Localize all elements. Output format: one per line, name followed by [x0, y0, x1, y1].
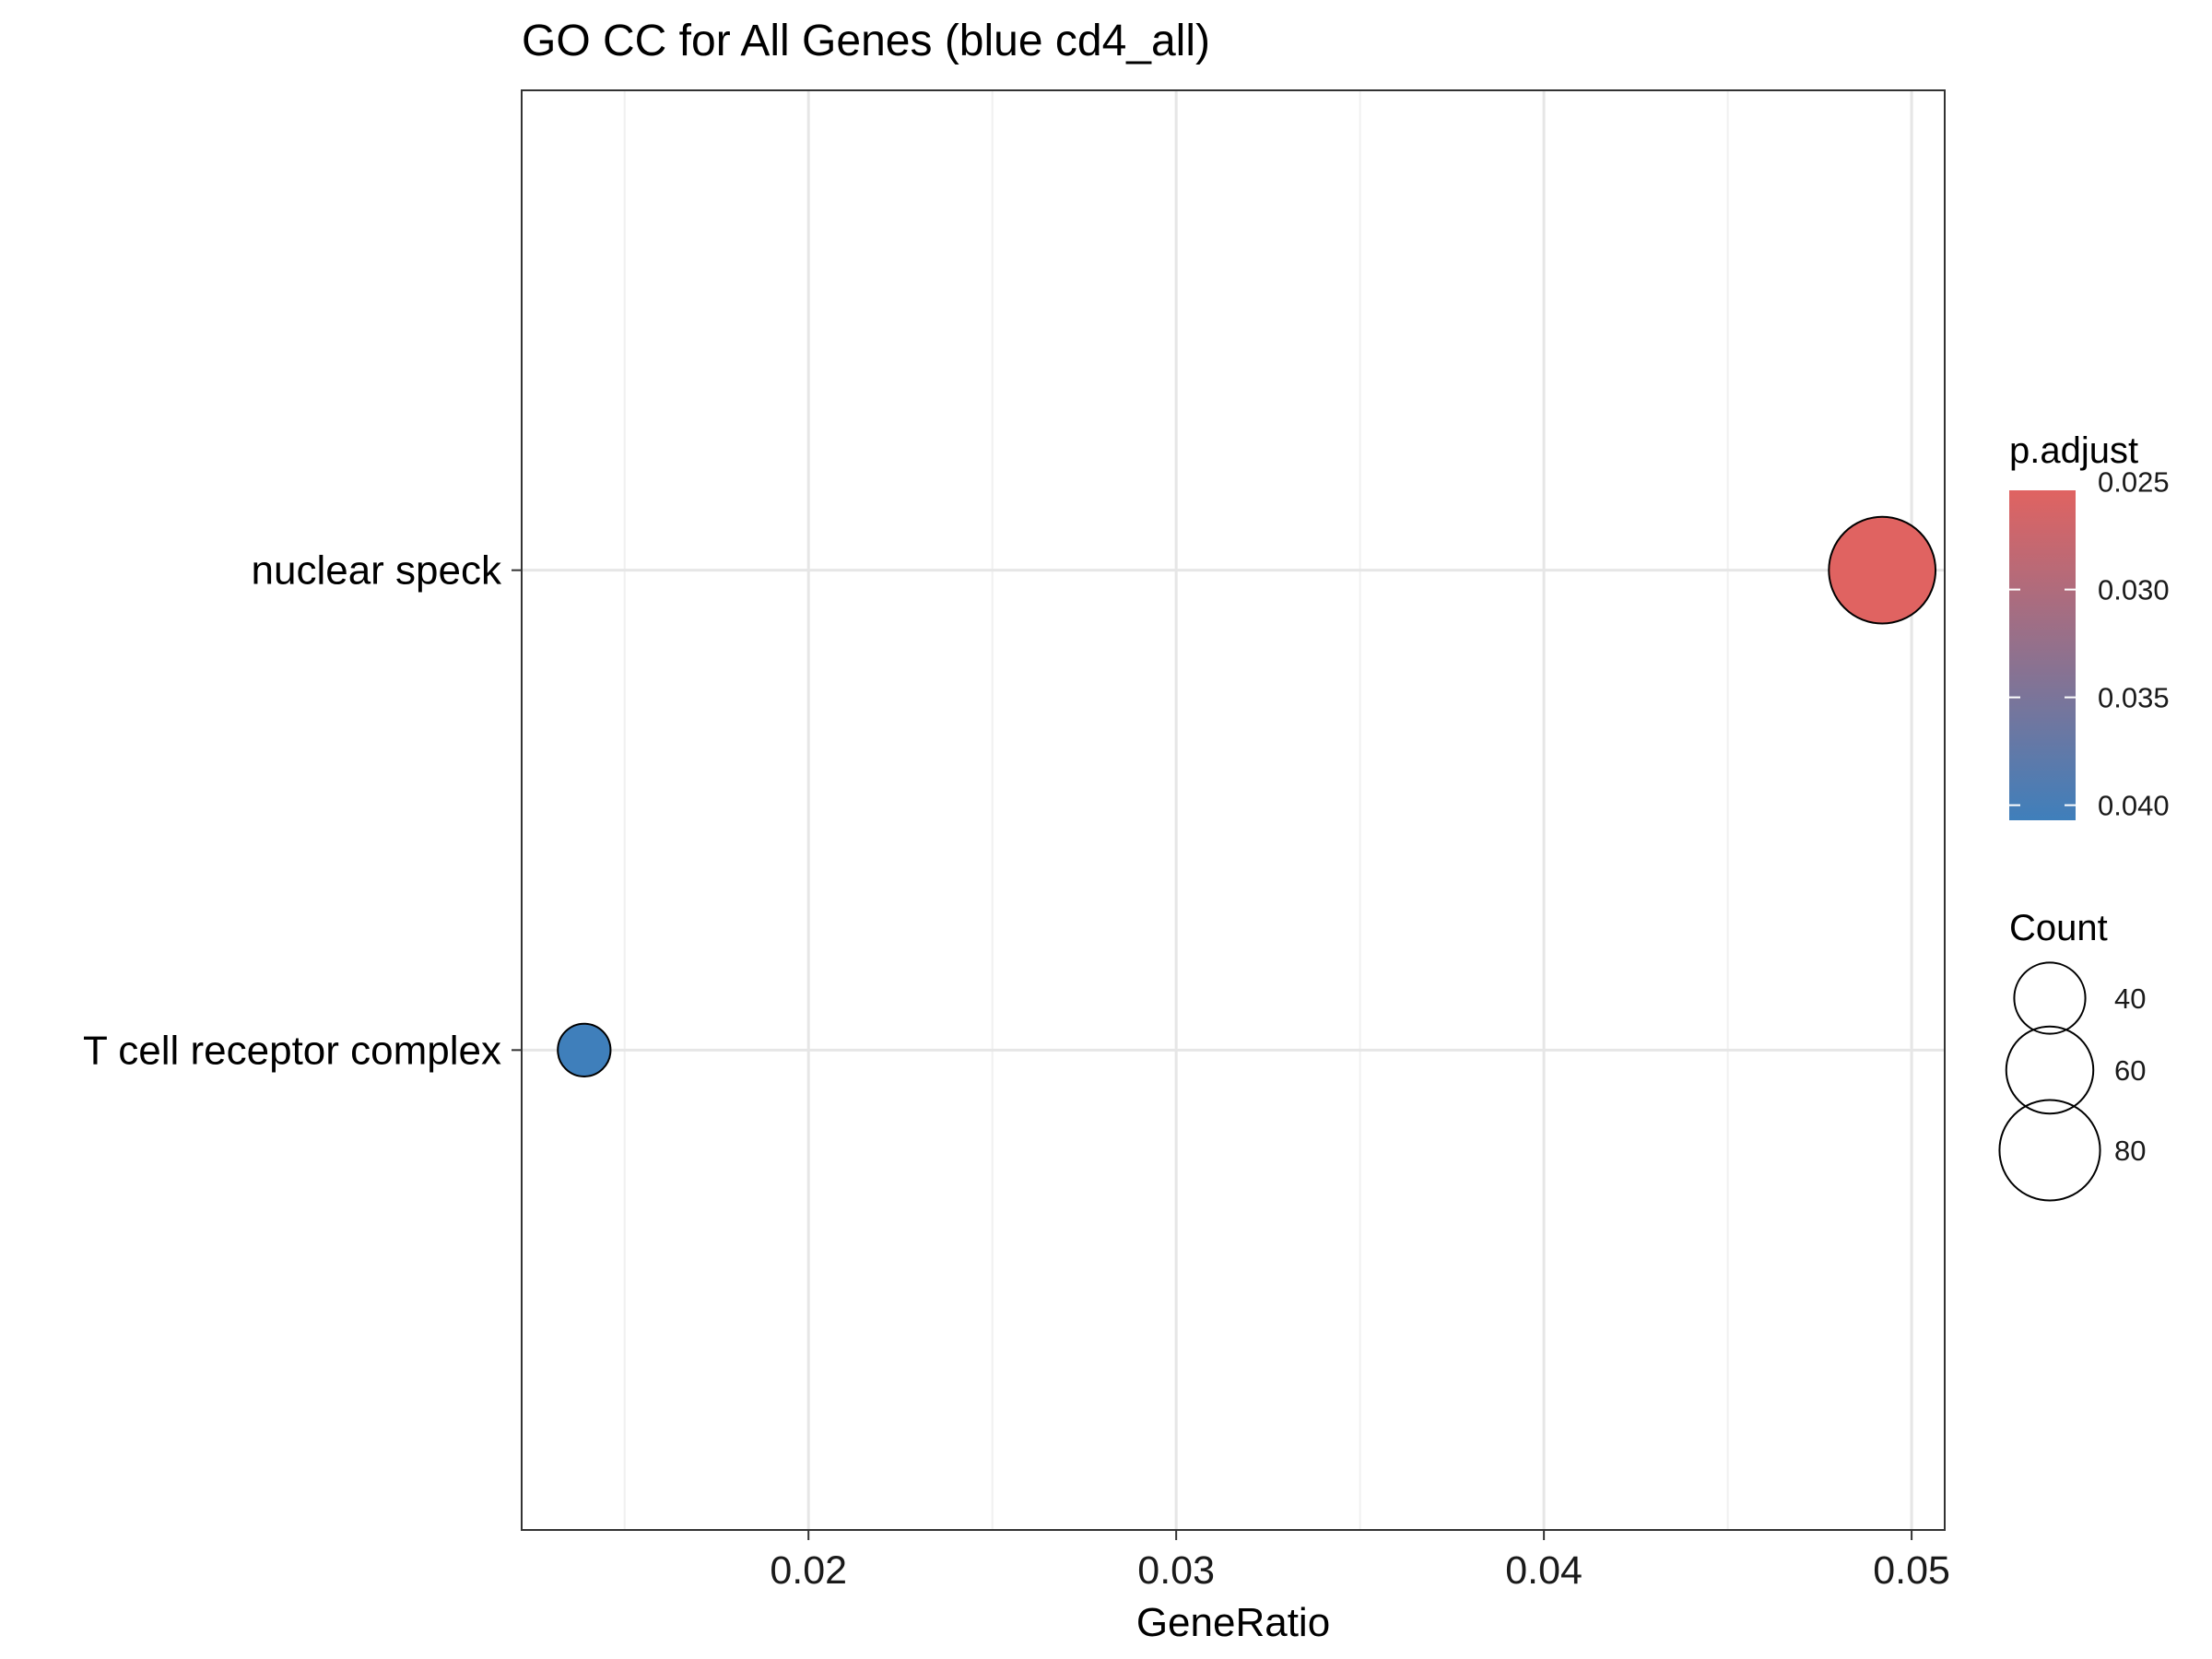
- x-tick-label: 0.03: [1137, 1548, 1215, 1593]
- y-tick-label: nuclear speck: [252, 548, 502, 594]
- color-legend: p.adjust 0.025 0.030 0.035 0.040: [2009, 430, 2170, 822]
- plot-background: [522, 90, 1945, 1530]
- color-legend-label: 0.025: [2098, 466, 2170, 499]
- color-legend-ticks: 0.025 0.030 0.035 0.040: [2009, 466, 2170, 822]
- size-legend-circle: [1998, 1099, 2101, 1202]
- data-point: [1828, 515, 1937, 625]
- size-legend-label: 60: [2114, 1054, 2146, 1087]
- data-points: [557, 515, 1937, 1077]
- size-legend-circle: [2005, 1025, 2095, 1115]
- size-legend-keys: 40 60 80: [1998, 961, 2146, 1202]
- size-legend-circle: [2013, 961, 2087, 1035]
- color-legend-label: 0.030: [2098, 574, 2170, 606]
- y-tick-label: T cell receptor complex: [83, 1028, 501, 1073]
- x-tick-label: 0.05: [1873, 1548, 1950, 1593]
- size-legend-title: Count: [2009, 908, 2108, 948]
- y-axis: T cell receptor complex nuclear speck: [83, 548, 522, 1073]
- size-legend-label: 80: [2114, 1135, 2146, 1167]
- x-axis-title: GeneRatio: [1136, 1600, 1330, 1645]
- color-legend-title: p.adjust: [2009, 430, 2138, 471]
- gridlines: [522, 90, 1945, 1530]
- color-legend-label: 0.035: [2098, 682, 2170, 714]
- chart-title: GO CC for All Genes (blue cd4_all): [522, 17, 1210, 65]
- data-point: [557, 1022, 612, 1077]
- color-legend-bar: [2009, 490, 2076, 820]
- x-axis: 0.02 0.03 0.04 0.05: [770, 1530, 1950, 1593]
- size-legend: Count 40 60 80: [1998, 908, 2146, 1202]
- color-legend-label: 0.040: [2098, 790, 2170, 822]
- plot-panel-border: [521, 89, 1946, 1531]
- x-tick-label: 0.02: [770, 1548, 847, 1593]
- x-tick-label: 0.04: [1505, 1548, 1583, 1593]
- size-legend-label: 40: [2114, 982, 2146, 1015]
